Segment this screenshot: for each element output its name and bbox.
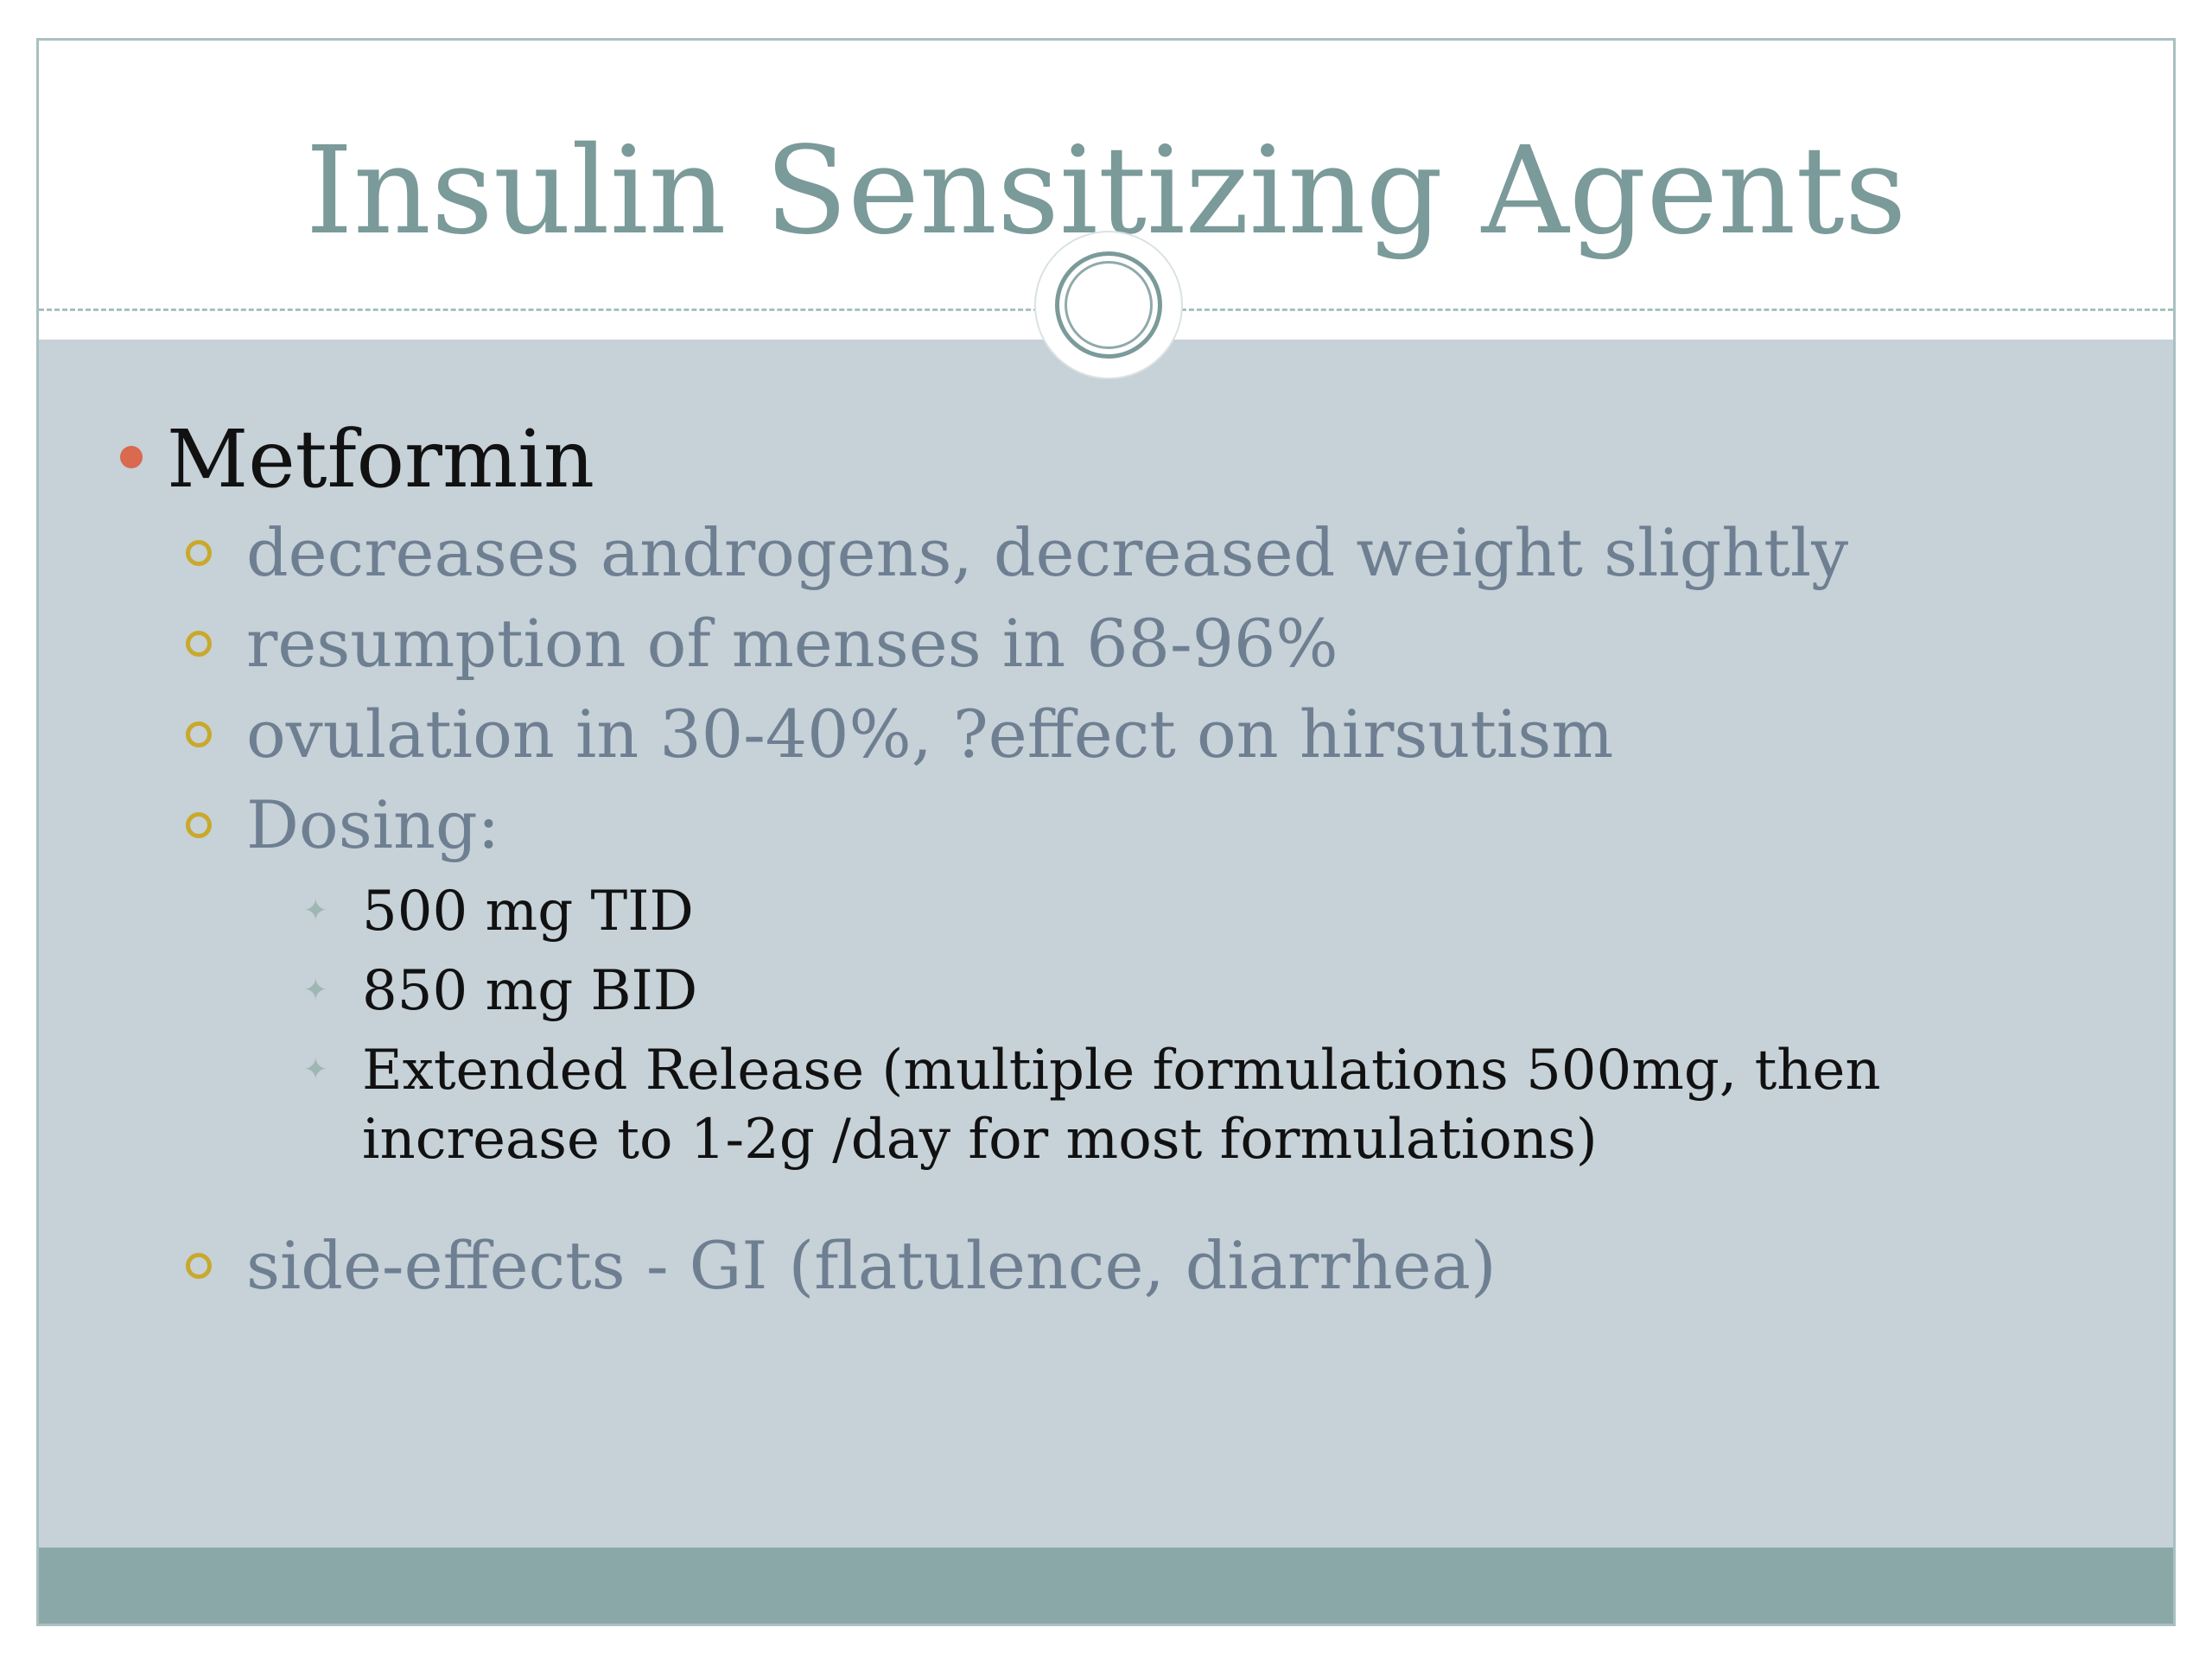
dose-text: 850 mg BID bbox=[362, 959, 698, 1023]
circle-ornament-icon bbox=[1036, 232, 1181, 378]
subbullet-text: decreases androgens, decreased weight sl… bbox=[246, 514, 1849, 591]
subbullet-dosing: Dosing: bbox=[186, 784, 499, 867]
dose-text: Extended Release (multiple formulations … bbox=[362, 1039, 1881, 1172]
star-bullet-icon: ✦ bbox=[303, 893, 328, 928]
bullet-metformin: Metformin bbox=[120, 412, 594, 507]
subbullet-androgens: decreases androgens, decreased weight sl… bbox=[186, 512, 1848, 594]
ring-bullet-icon bbox=[186, 1253, 212, 1279]
subbullet-menses: resumption of menses in 68-96% bbox=[186, 602, 1338, 685]
dot-bullet-icon bbox=[120, 446, 143, 469]
ornament-inner-ring bbox=[1065, 261, 1153, 349]
dose-item-bid: ✦ 850 mg BID bbox=[303, 957, 697, 1030]
subbullet-text: resumption of menses in 68-96% bbox=[246, 605, 1338, 682]
subbullet-text: ovulation in 30-40%, ?effect on hirsutis… bbox=[246, 696, 1614, 772]
subbullet-ovulation: ovulation in 30-40%, ?effect on hirsutis… bbox=[186, 693, 1613, 776]
dose-item-tid: ✦ 500 mg TID bbox=[303, 877, 694, 950]
ornament-outer-ring bbox=[1055, 251, 1162, 359]
subbullet-text: Dosing: bbox=[246, 786, 500, 863]
dose-item-extended-release: ✦ Extended Release (multiple formulations… bbox=[303, 1036, 1945, 1174]
ring-bullet-icon bbox=[186, 812, 212, 838]
footer-band bbox=[39, 1548, 2173, 1624]
ring-bullet-icon bbox=[186, 540, 212, 566]
subbullet-side-effects: side-effects - GI (flatulence, diarrhea) bbox=[186, 1224, 1497, 1307]
ring-bullet-icon bbox=[186, 721, 212, 747]
star-bullet-icon: ✦ bbox=[303, 1052, 328, 1087]
dose-text: 500 mg TID bbox=[362, 880, 694, 944]
ring-bullet-icon bbox=[186, 631, 212, 657]
subbullet-text: side-effects - GI (flatulence, diarrhea) bbox=[246, 1227, 1497, 1304]
slide: Insulin Sensitizing Agents Metformin dec… bbox=[36, 38, 2176, 1626]
star-bullet-icon: ✦ bbox=[303, 972, 328, 1007]
bullet-text: Metformin bbox=[167, 413, 594, 505]
